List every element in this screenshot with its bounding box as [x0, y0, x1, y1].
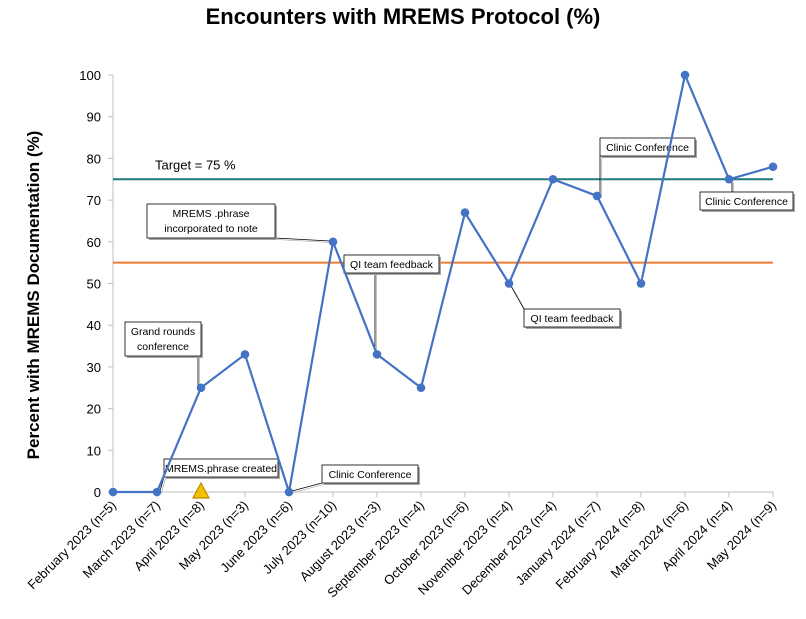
data-point: [724, 174, 734, 184]
annotation-text: MREMS.phrase created: [165, 463, 277, 475]
x-tick-label: March 2023 (n=7): [80, 498, 163, 581]
y-tick-label: 90: [87, 110, 101, 125]
annotation-box: [523, 308, 621, 328]
annotation-leader: [274, 237, 331, 242]
annotation-box: [163, 458, 279, 478]
data-point: [152, 487, 162, 497]
annotation-leader-shadow: [276, 239, 332, 243]
data-point: [504, 279, 514, 288]
data-point: [108, 487, 118, 497]
y-tick-label: 0: [94, 485, 101, 500]
chart-title: Encounters with MREMS Protocol (%): [205, 4, 601, 29]
x-tick-label: October 2023 (n=6): [381, 498, 472, 589]
annotation-text: conference: [137, 341, 189, 353]
annotation-leader-shadow: [161, 478, 166, 493]
y-tick-label: 60: [87, 235, 101, 250]
annotation-text: Clinic Conference: [705, 196, 788, 208]
y-tick-label: 20: [87, 402, 101, 417]
data-point: [284, 487, 294, 497]
data-point: [636, 279, 646, 288]
target-line-label: Target = 75 %: [155, 157, 236, 172]
x-tick-label: January 2024 (n=7): [513, 498, 604, 589]
data-point: [196, 383, 206, 393]
data-point: [548, 174, 558, 184]
y-tick-label: 50: [87, 277, 101, 292]
annotation-text: QI team feedback: [350, 259, 434, 271]
y-tick-label: 70: [87, 193, 101, 208]
annotation-leader-shadow: [293, 484, 324, 493]
x-tick-label: March 2024 (n=6): [608, 498, 691, 581]
data-point: [240, 350, 250, 359]
data-point: [416, 383, 426, 393]
annotation-text: Grand rounds: [131, 326, 195, 338]
y-tick-label: 10: [87, 443, 101, 458]
data-point: [592, 191, 602, 201]
annotation-box: [321, 464, 419, 484]
annotation-box: [343, 254, 440, 274]
warning-triangle-marker: [192, 481, 210, 499]
data-point: [328, 237, 338, 247]
data-point: [680, 70, 690, 80]
annotation-box: [124, 321, 202, 357]
annotation-box: [699, 191, 794, 211]
y-tick-label: 30: [87, 360, 101, 375]
x-tick-label: August 2023 (n=3): [297, 498, 383, 584]
y-tick-label: 80: [87, 151, 101, 166]
y-tick-label: 100: [79, 68, 101, 83]
annotation-leader-shadow: [512, 287, 526, 311]
annotation-text: MREMS .phrase: [172, 208, 249, 220]
annotation-leader: [510, 285, 525, 310]
annotation-text: Clinic Conference: [329, 469, 412, 481]
annotation-box: [146, 203, 276, 239]
data-point: [372, 350, 382, 359]
data-point: [460, 208, 470, 217]
annotation-leader: [291, 482, 323, 492]
data-point: [768, 162, 778, 172]
annotation-text: Clinic Conference: [606, 142, 689, 154]
annotation-text: QI team feedback: [531, 313, 615, 325]
annotation-text: incorporated to note: [164, 223, 258, 235]
series-line: [113, 71, 774, 494]
y-tick-label: 40: [87, 318, 101, 333]
